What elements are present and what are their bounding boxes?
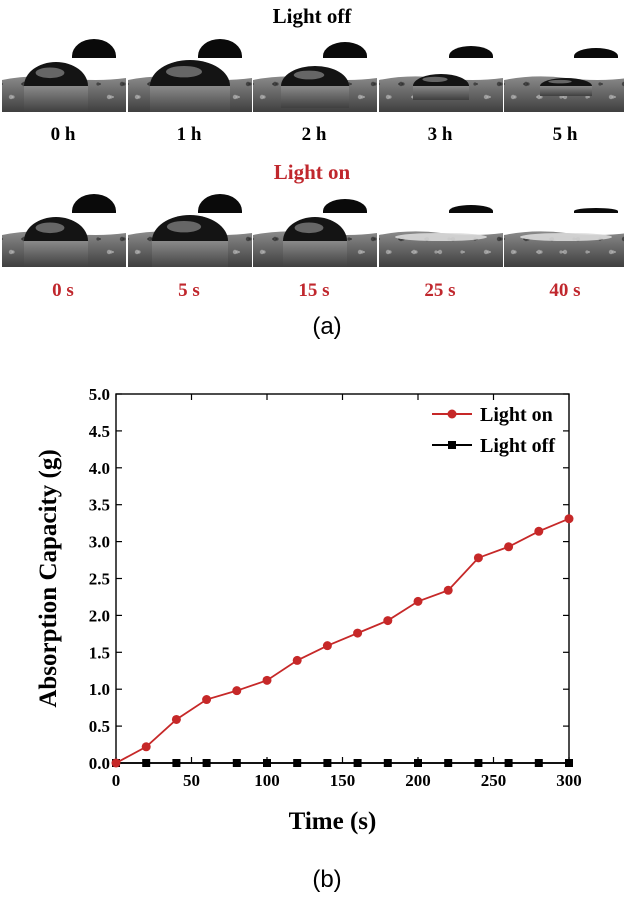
y-tick-label: 0.0 <box>89 754 110 773</box>
data-point <box>565 759 573 767</box>
droplet-photo <box>2 38 126 112</box>
time-label: 3 h <box>427 124 453 145</box>
x-tick-label: 100 <box>254 771 280 790</box>
y-axis-label: Absorption Capacity (g) <box>35 449 62 707</box>
x-tick-label: 200 <box>405 771 431 790</box>
absorption-chart: 0.0 0.5 1.0 1.5 2.0 2.5 3.0 3.5 4.0 4.5 5.0 0 50 100 1… <box>35 385 582 835</box>
light-on-title: Light on <box>273 160 351 184</box>
time-label: 15 s <box>298 280 330 301</box>
droplet-photo <box>2 193 126 267</box>
legend-label: Light off <box>480 435 555 457</box>
x-tick-label: 250 <box>481 771 507 790</box>
panel-a-label: (a) <box>312 313 342 340</box>
data-point <box>292 655 302 665</box>
data-point <box>534 759 543 767</box>
y-tick-label: 1.5 <box>89 643 110 662</box>
light-off-times: 0 h 1 h 2 h 3 h 5 h <box>0 124 624 154</box>
droplet-photo <box>504 193 624 267</box>
data-point <box>474 759 483 767</box>
droplet-photo <box>253 38 377 112</box>
legend-label: Light on <box>480 404 553 426</box>
x-tick-label: 50 <box>183 771 200 790</box>
data-point <box>383 616 393 626</box>
y-tick-label: 4.0 <box>89 459 110 478</box>
droplet-photo <box>128 193 252 267</box>
data-point <box>111 758 121 768</box>
panel-b-label: (b) <box>312 866 342 893</box>
x-tick-label: 150 <box>330 771 356 790</box>
data-point <box>172 759 181 767</box>
light-on-photo-row <box>0 193 624 267</box>
droplet-photo <box>504 38 624 112</box>
data-point <box>322 641 332 651</box>
data-point <box>262 675 272 685</box>
data-point <box>232 759 241 767</box>
y-tick-label: 2.0 <box>89 606 110 625</box>
light-on-times: 0 s 5 s 15 s 25 s 40 s <box>0 280 624 310</box>
data-point <box>323 759 332 767</box>
data-point <box>142 759 151 767</box>
data-point <box>473 553 483 563</box>
y-tick-label: 5.0 <box>89 385 110 404</box>
data-point <box>413 596 423 606</box>
light-off-photo-row <box>0 38 624 112</box>
time-label: 2 h <box>301 124 327 145</box>
droplet-photo <box>379 38 503 112</box>
data-point <box>383 759 392 767</box>
data-point <box>353 759 362 767</box>
time-label: 0 s <box>52 280 74 301</box>
data-point <box>202 759 211 767</box>
data-point <box>564 514 574 524</box>
data-point <box>293 759 302 767</box>
time-label: 40 s <box>549 280 581 301</box>
y-tick-label: 4.5 <box>89 422 110 441</box>
time-label: 25 s <box>424 280 456 301</box>
data-point <box>443 585 453 595</box>
y-tick-label: 0.5 <box>89 717 110 736</box>
droplet-photo <box>128 38 252 112</box>
data-point <box>414 759 422 767</box>
data-point <box>141 742 151 752</box>
x-tick-label: 300 <box>556 771 582 790</box>
data-point <box>504 542 514 552</box>
data-point <box>202 695 212 705</box>
data-point <box>534 526 544 536</box>
y-tick-label: 3.0 <box>89 533 110 552</box>
data-point <box>353 628 363 638</box>
y-tick-label: 2.5 <box>89 570 110 589</box>
light-off-title: Light off <box>272 4 352 28</box>
series-line-light-on <box>115 517 570 764</box>
legend-marker <box>448 441 456 449</box>
y-tick-label: 3.5 <box>89 496 110 515</box>
droplet-photo <box>253 193 377 267</box>
time-label: 5 h <box>552 124 578 145</box>
legend-marker <box>447 409 457 419</box>
x-tick-label: 0 <box>112 771 121 790</box>
time-label: 1 h <box>176 124 202 145</box>
data-point <box>444 759 453 767</box>
data-point <box>504 759 513 767</box>
data-point <box>263 759 271 767</box>
x-axis-label: Time (s) <box>289 808 377 835</box>
y-tick-label: 1.0 <box>89 680 110 699</box>
time-label: 0 h <box>50 124 76 145</box>
time-label: 5 s <box>178 280 200 301</box>
data-point <box>232 686 242 696</box>
data-point <box>171 714 181 724</box>
droplet-photo <box>379 193 503 267</box>
